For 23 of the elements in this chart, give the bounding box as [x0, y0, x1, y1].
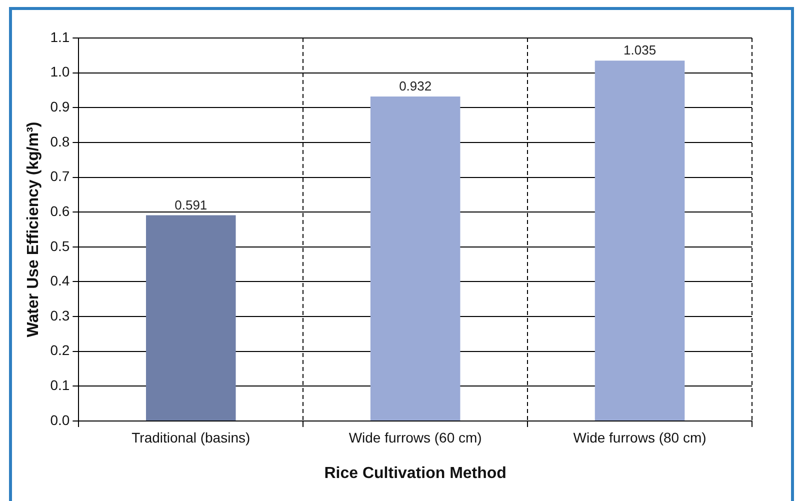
x-tick-label: Wide furrows (80 cm) [573, 429, 706, 446]
bar [594, 60, 685, 420]
y-tick-label: 1.1 [50, 28, 70, 45]
x-axis-title: Rice Cultivation Method [324, 464, 506, 482]
y-tick-label: 0.9 [50, 98, 70, 114]
y-tick-label: 0.3 [50, 307, 70, 324]
y-tick-label: 0.2 [50, 342, 70, 358]
x-tick-label: Traditional (basins) [132, 429, 250, 446]
y-tick-label: 0.6 [50, 202, 70, 219]
x-tick-label: Wide furrows (60 cm) [348, 429, 482, 446]
y-axis-title: Water Use Efficiency (kg/m³) [25, 122, 42, 338]
y-tick-label: 1.0 [50, 64, 70, 80]
y-tick-label: 0.5 [50, 238, 70, 254]
y-tick-label: 0.4 [50, 272, 70, 289]
data-label: 1.035 [624, 42, 656, 58]
bar [370, 96, 460, 420]
y-tick-label: 0.7 [50, 168, 70, 184]
y-tick-label: 0.8 [50, 133, 70, 150]
y-tick-label: 0.1 [50, 377, 70, 394]
y-tick-label: 0.0 [50, 412, 70, 428]
bar [146, 215, 236, 420]
data-label: 0.591 [174, 197, 208, 212]
data-label: 0.932 [399, 78, 432, 94]
